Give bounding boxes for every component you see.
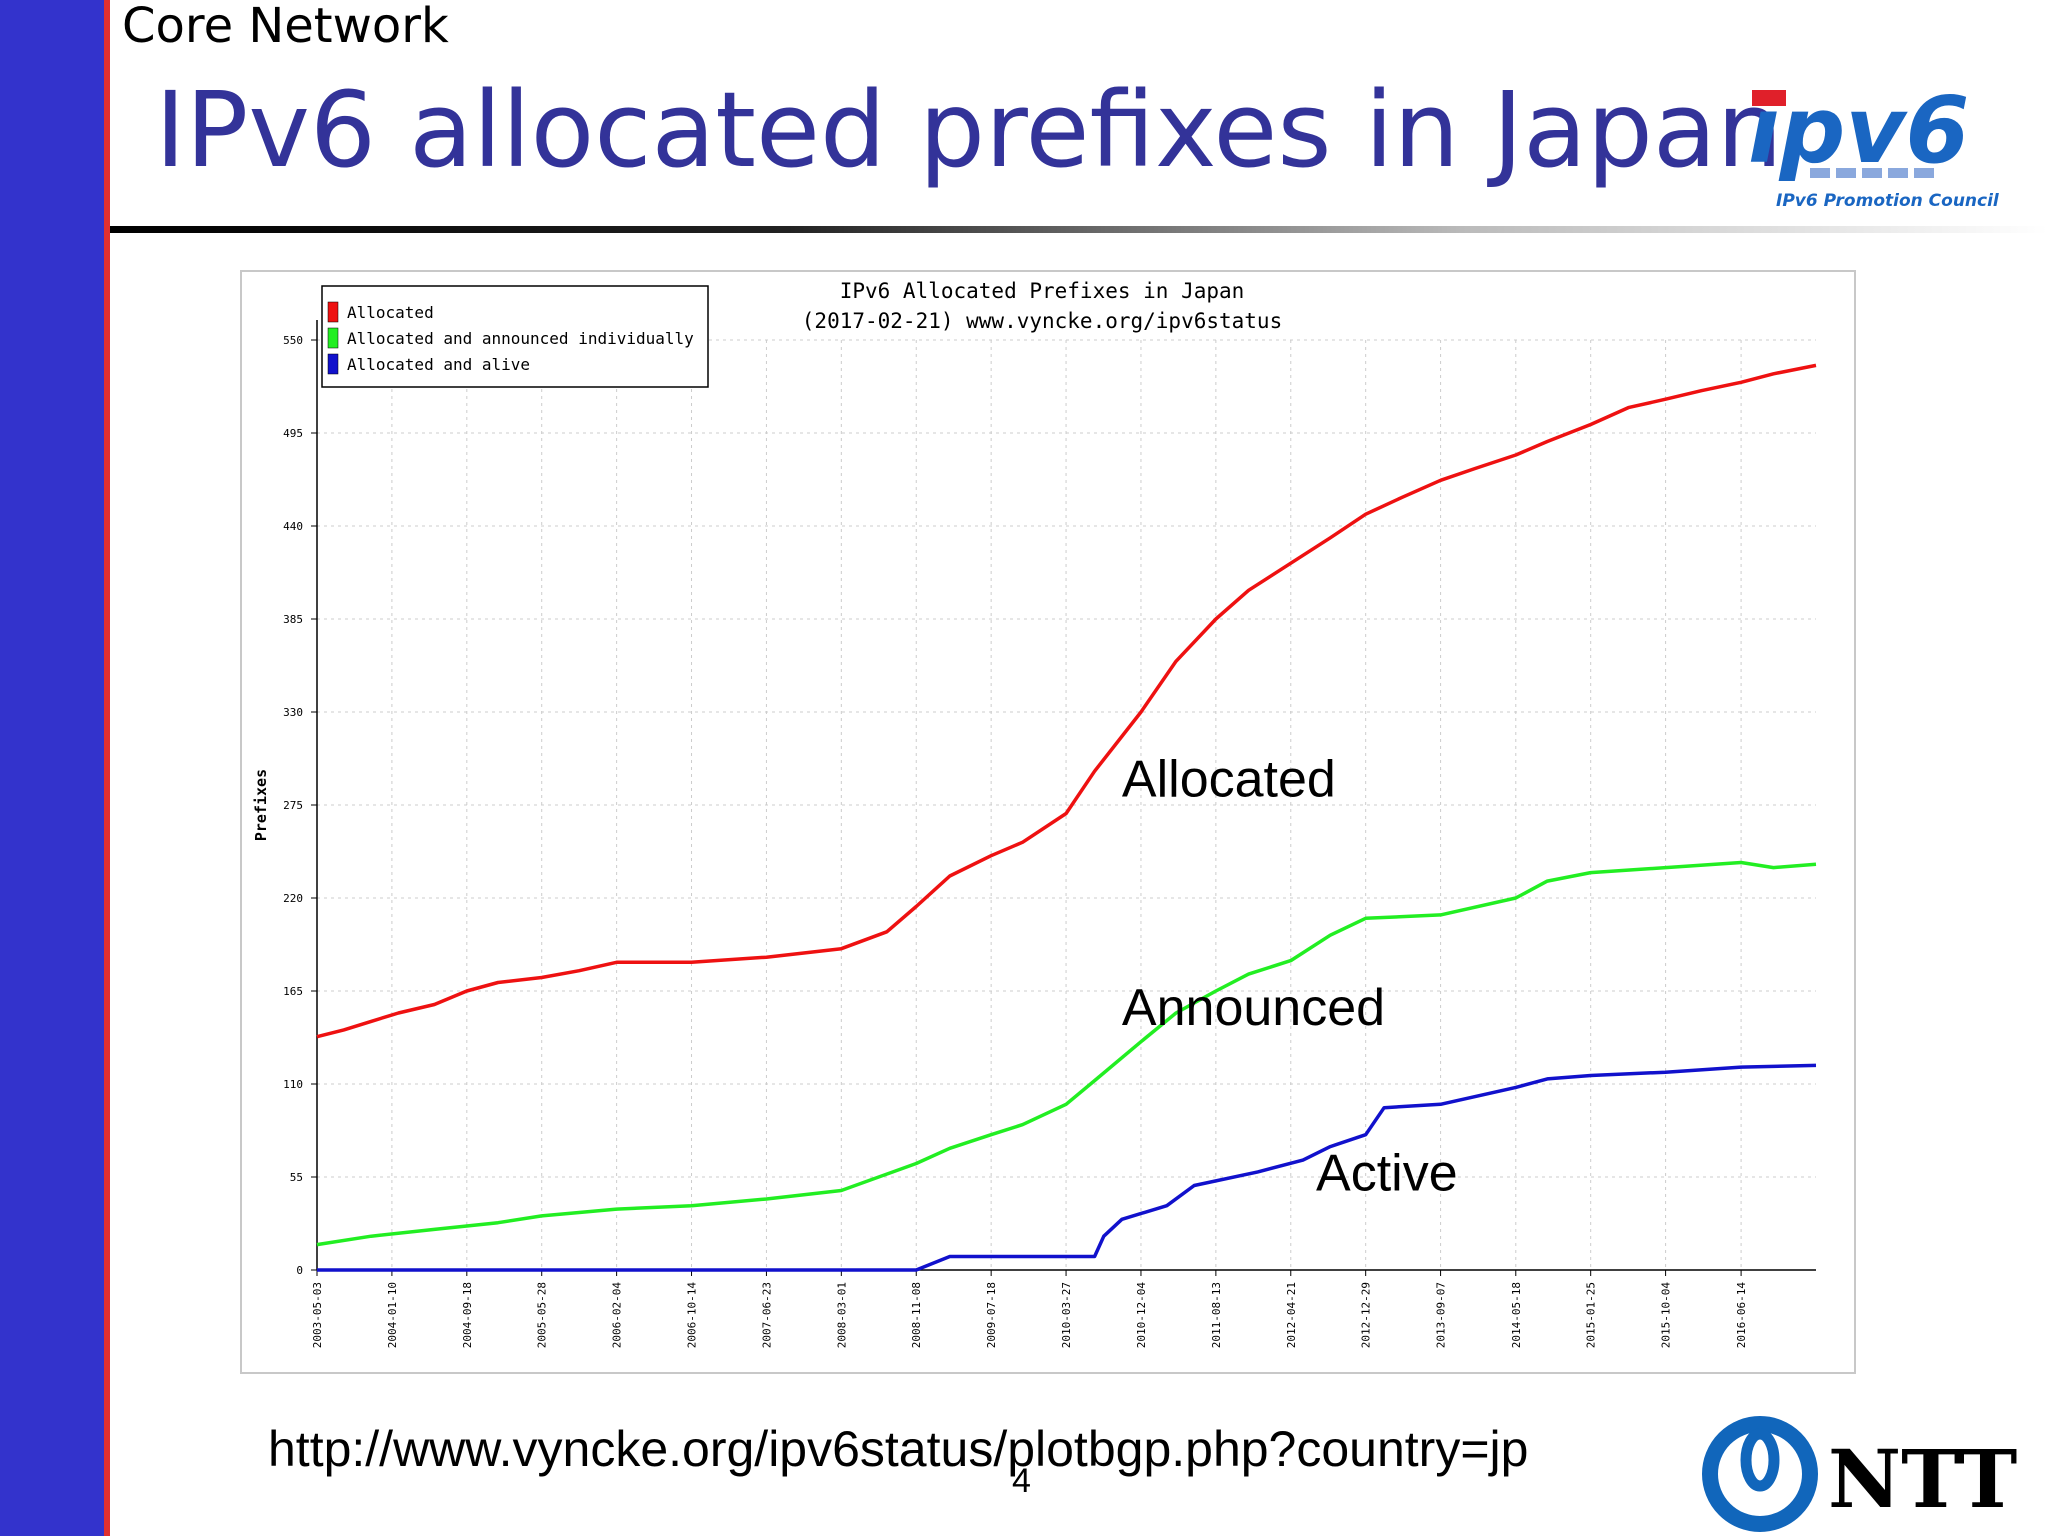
x-tick-label: 2009-07-18 [985,1282,998,1348]
chart-subtitle: (2017-02-21) www.vyncke.org/ipv6status [802,309,1282,333]
x-tick-label: 2010-03-27 [1060,1282,1073,1348]
x-tick-label: 2012-04-21 [1285,1282,1298,1348]
x-tick-label: 2004-01-10 [386,1282,399,1348]
x-tick-label: 2007-06-23 [760,1282,773,1348]
y-tick-label: 0 [296,1264,303,1277]
x-tick-label: 2008-11-08 [910,1282,923,1348]
legend-label: Allocated and announced individually [347,329,694,348]
series-allocated-line [316,363,1817,1039]
legend-label: Allocated and alive [347,355,530,374]
x-tick-label: 2003-05-03 [311,1282,324,1348]
ipv6-logo-dot [1752,90,1786,106]
y-tick-label: 440 [283,520,303,533]
y-tick-label: 220 [283,892,303,905]
annotation-announced: Announced [1122,979,1385,1037]
legend-box [321,285,709,388]
ipv6-logo-caption: IPv6 Promotion Council [1776,191,2000,211]
x-tick-label: 2008-03-01 [835,1282,848,1348]
series-alive-line [317,1063,1817,1272]
x-tick-label: 2010-12-04 [1135,1282,1148,1349]
y-tick-label: 495 [283,427,303,440]
x-tick-label: 2015-10-04 [1660,1282,1673,1349]
y-tick-label: 330 [283,706,303,719]
x-tick-label: 2013-09-07 [1435,1282,1448,1348]
sidebar-accent-stripe [104,0,110,1536]
x-tick-label: 2014-05-18 [1510,1282,1523,1348]
x-tick-label: 2012-12-29 [1360,1282,1373,1348]
x-tick-label: 2015-01-25 [1585,1282,1598,1348]
y-tick-label: 165 [283,985,303,998]
prefixes-line-chart: 0 55 110 165 220 275 330 385 440 495 550 2003-05-03… [252,279,1817,1349]
ntt-logo-ring [1702,1416,1818,1532]
ntt-logo-text: NTT [1828,1432,2017,1526]
y-tick-label: 110 [283,1078,303,1091]
ntt-logo: NTT [1702,1416,2017,1532]
y-tick-label: 385 [283,613,303,626]
chart-title: IPv6 Allocated Prefixes in Japan [840,279,1245,303]
x-tick-label: 2016-06-14 [1735,1282,1748,1349]
slide-title: IPv6 allocated prefixes in Japan [155,69,1783,191]
x-tick-label: 2011-08-13 [1210,1282,1223,1348]
section-label: Core Network [122,0,449,54]
x-tick-label: 2006-10-14 [686,1282,699,1349]
x-tick-label: 2006-02-04 [611,1282,624,1349]
y-tick-label: 55 [290,1171,303,1184]
page-number: 4 [1012,1462,1031,1500]
annotation-active: Active [1316,1145,1458,1203]
legend-label: Allocated [347,303,434,322]
slide-sidebar-band [0,0,104,1536]
chart-frame: 0 55 110 165 220 275 330 385 440 495 550 2003-05-03… [240,270,1856,1374]
source-url[interactable]: http://www.vyncke.org/ipv6status/plotbgp… [268,1421,1529,1477]
series-announced-line [316,860,1817,1247]
legend-swatch [327,301,339,323]
ntt-logo-inner [1740,1428,1780,1492]
y-axis-label: Prefixes [252,769,270,841]
ipv6-promotion-council-logo: ipv6 IPv6 Promotion Council [1748,82,2000,211]
annotation-allocated: Allocated [1122,751,1336,809]
x-tick-label: 2005-05-28 [536,1282,549,1348]
y-tick-label: 275 [283,799,303,812]
x-tick-label: 2004-09-18 [461,1282,474,1348]
legend-swatch [327,327,339,349]
title-divider [110,226,2048,233]
legend-swatch [327,353,339,375]
y-tick-label: 550 [283,334,303,347]
